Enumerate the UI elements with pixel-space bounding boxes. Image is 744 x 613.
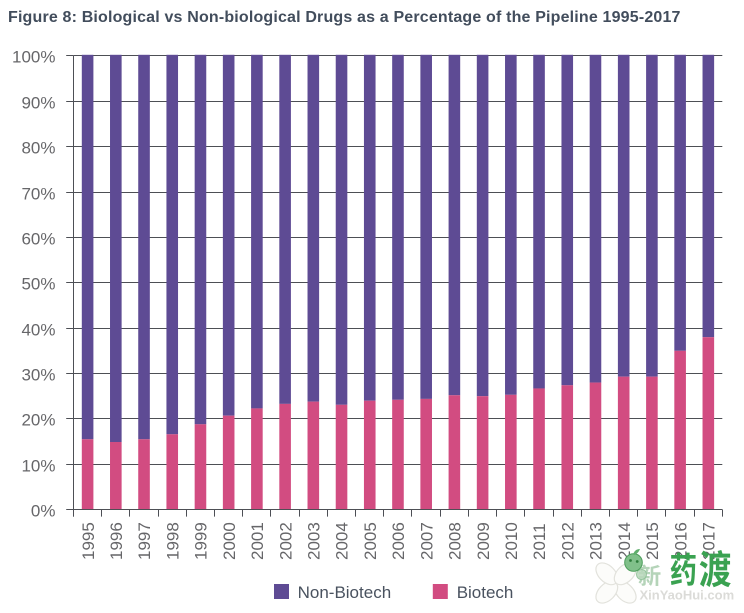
svg-text:20%: 20% — [21, 411, 55, 430]
svg-text:Figure 8: Biological vs Non-bi: Figure 8: Biological vs Non-biological D… — [8, 9, 681, 26]
svg-text:2017: 2017 — [700, 522, 719, 560]
svg-text:2002: 2002 — [276, 522, 295, 560]
svg-text:100%: 100% — [12, 48, 55, 67]
svg-text:2006: 2006 — [389, 522, 408, 560]
svg-text:80%: 80% — [21, 139, 55, 158]
svg-text:70%: 70% — [21, 185, 55, 204]
svg-text:2008: 2008 — [446, 522, 465, 560]
svg-text:2004: 2004 — [333, 522, 352, 560]
svg-text:30%: 30% — [21, 366, 55, 385]
svg-text:1999: 1999 — [192, 522, 211, 560]
svg-text:2016: 2016 — [671, 522, 690, 560]
svg-text:2011: 2011 — [530, 523, 549, 560]
svg-text:40%: 40% — [21, 321, 55, 340]
svg-text:2014: 2014 — [615, 522, 634, 560]
svg-text:2012: 2012 — [558, 522, 577, 560]
svg-text:1996: 1996 — [107, 522, 126, 560]
svg-text:90%: 90% — [21, 94, 55, 113]
svg-text:2015: 2015 — [643, 522, 662, 560]
svg-text:2003: 2003 — [305, 522, 324, 560]
svg-text:2000: 2000 — [220, 522, 239, 560]
svg-text:2013: 2013 — [587, 522, 606, 560]
svg-text:60%: 60% — [21, 230, 55, 249]
svg-text:1997: 1997 — [135, 522, 154, 560]
svg-text:2007: 2007 — [417, 522, 436, 560]
svg-text:1998: 1998 — [163, 522, 182, 560]
svg-text:10%: 10% — [21, 457, 55, 476]
svg-text:0%: 0% — [31, 502, 56, 521]
svg-text:2009: 2009 — [474, 522, 493, 560]
svg-text:XinYaoHui.com: XinYaoHui.com — [640, 588, 735, 603]
svg-text:Non-Biotech: Non-Biotech — [298, 583, 392, 602]
svg-text:1995: 1995 — [79, 522, 98, 560]
svg-text:2001: 2001 — [248, 522, 267, 560]
svg-text:Biotech: Biotech — [457, 583, 514, 602]
svg-text:50%: 50% — [21, 275, 55, 294]
svg-text:2005: 2005 — [361, 522, 380, 560]
svg-text:2010: 2010 — [502, 522, 521, 560]
